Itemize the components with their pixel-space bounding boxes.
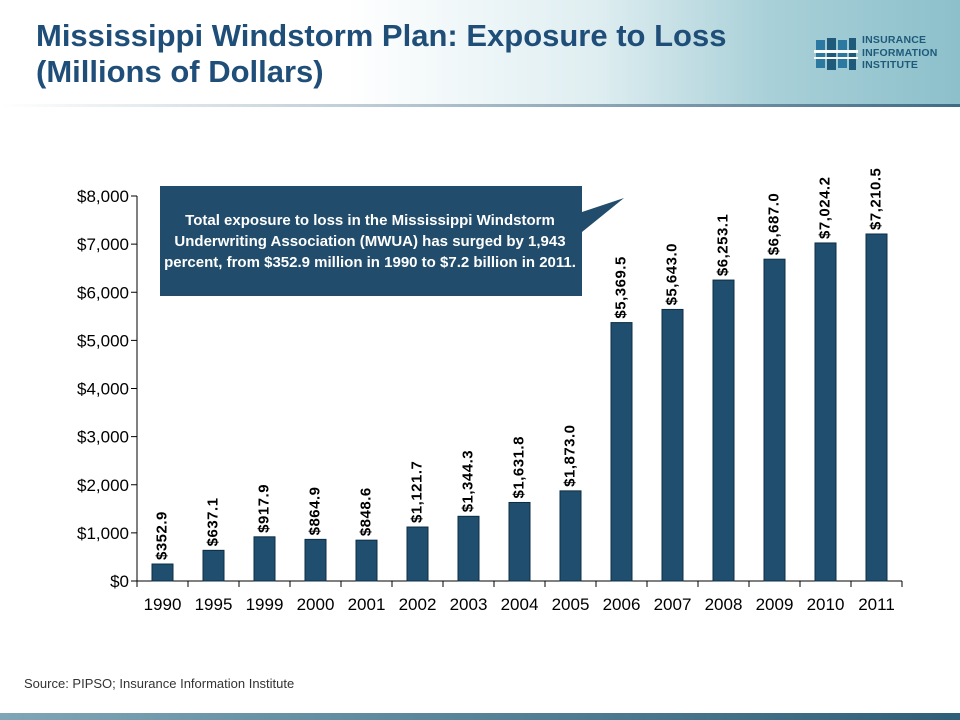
y-tick-label: $3,000 [77, 428, 129, 447]
bar [457, 515, 480, 582]
logo-line-3: INSTITUTE [862, 59, 919, 71]
x-tick-label: 2011 [858, 595, 895, 614]
bar [661, 308, 684, 582]
bar [712, 279, 735, 582]
y-axis: $0 $1,000 $2,000 $3,000 $4,000 $5,000 $6,000 $7… [77, 187, 138, 591]
x-tick-label: 2006 [603, 595, 641, 614]
iii-logo-icon [814, 38, 858, 70]
data-label: $5,643.0 [664, 243, 681, 305]
callout-message: Total exposure to loss in the Mississipp… [164, 211, 576, 271]
bar [610, 322, 633, 582]
bars [151, 233, 888, 582]
x-tick-label: 1990 [144, 595, 182, 614]
data-label: $917.9 [256, 484, 273, 533]
bar [508, 501, 531, 582]
bar [151, 563, 174, 582]
header-divider [0, 104, 960, 107]
data-label: $6,253.1 [715, 214, 732, 276]
y-tick-label: $7,000 [77, 235, 129, 254]
y-tick-label: $2,000 [77, 476, 129, 495]
x-tick-label: 2009 [756, 595, 794, 614]
x-tick-label: 2007 [654, 595, 692, 614]
data-labels: $352.9 $637.1 $917.9 $864.9 $848.6 $1,121.7 $1… [154, 168, 885, 560]
y-tick-label: $4,000 [77, 380, 129, 399]
logo-line-2: INFORMATION [862, 46, 938, 59]
bar [559, 490, 582, 582]
data-label: $1,121.7 [409, 461, 426, 523]
data-label: $864.9 [307, 486, 324, 535]
data-label: $1,631.8 [511, 436, 528, 498]
y-tick-label: $6,000 [77, 283, 129, 302]
data-label: $848.6 [358, 487, 375, 536]
x-axis: 1990 1995 1999 2000 2001 2002 2003 2004 2005 2006… [136, 580, 903, 614]
header-band [0, 0, 960, 104]
data-label: $7,210.5 [868, 168, 885, 230]
data-label: $5,369.5 [613, 256, 630, 318]
data-label: $1,344.3 [460, 450, 477, 512]
y-tick-label: $0 [110, 572, 129, 591]
iii-logo: INSURANCE INFORMATION INSTITUTE [814, 34, 954, 74]
y-tick-label: $1,000 [77, 524, 129, 543]
iii-logo-text: INSURANCE INFORMATION INSTITUTE [862, 34, 938, 72]
bar [253, 536, 276, 582]
bar [355, 539, 378, 582]
logo-line-1: INSURANCE [862, 34, 927, 46]
y-tick-label: $8,000 [77, 187, 129, 206]
x-tick-label: 1995 [195, 595, 233, 614]
source-note: Source: PIPSO; Insurance Information Ins… [24, 676, 295, 691]
callout-text: Total exposure to loss in the Mississipp… [160, 186, 580, 296]
x-tick-label: 2002 [399, 595, 437, 614]
x-tick-label: 2003 [450, 595, 488, 614]
x-tick-label: 1999 [246, 595, 284, 614]
data-label: $7,024.2 [817, 177, 834, 239]
bar [202, 549, 225, 582]
data-label: $352.9 [154, 511, 171, 560]
x-tick-label: 2001 [348, 595, 386, 614]
x-tick-label: 2008 [705, 595, 743, 614]
footer-bar [0, 713, 960, 720]
x-tick-label: 2005 [552, 595, 590, 614]
bar [763, 258, 786, 582]
bar [814, 242, 837, 582]
data-label: $637.1 [205, 497, 222, 546]
bar [406, 526, 429, 582]
bar [304, 538, 327, 582]
slide-title: Mississippi Windstorm Plan: Exposure to … [36, 18, 727, 89]
bar [865, 233, 888, 582]
x-tick-label: 2004 [501, 595, 539, 614]
data-label: $6,687.0 [766, 193, 783, 255]
x-tick-label: 2010 [807, 595, 845, 614]
x-tick-label: 2000 [297, 595, 335, 614]
y-tick-label: $5,000 [77, 331, 129, 350]
data-label: $1,873.0 [562, 424, 579, 486]
